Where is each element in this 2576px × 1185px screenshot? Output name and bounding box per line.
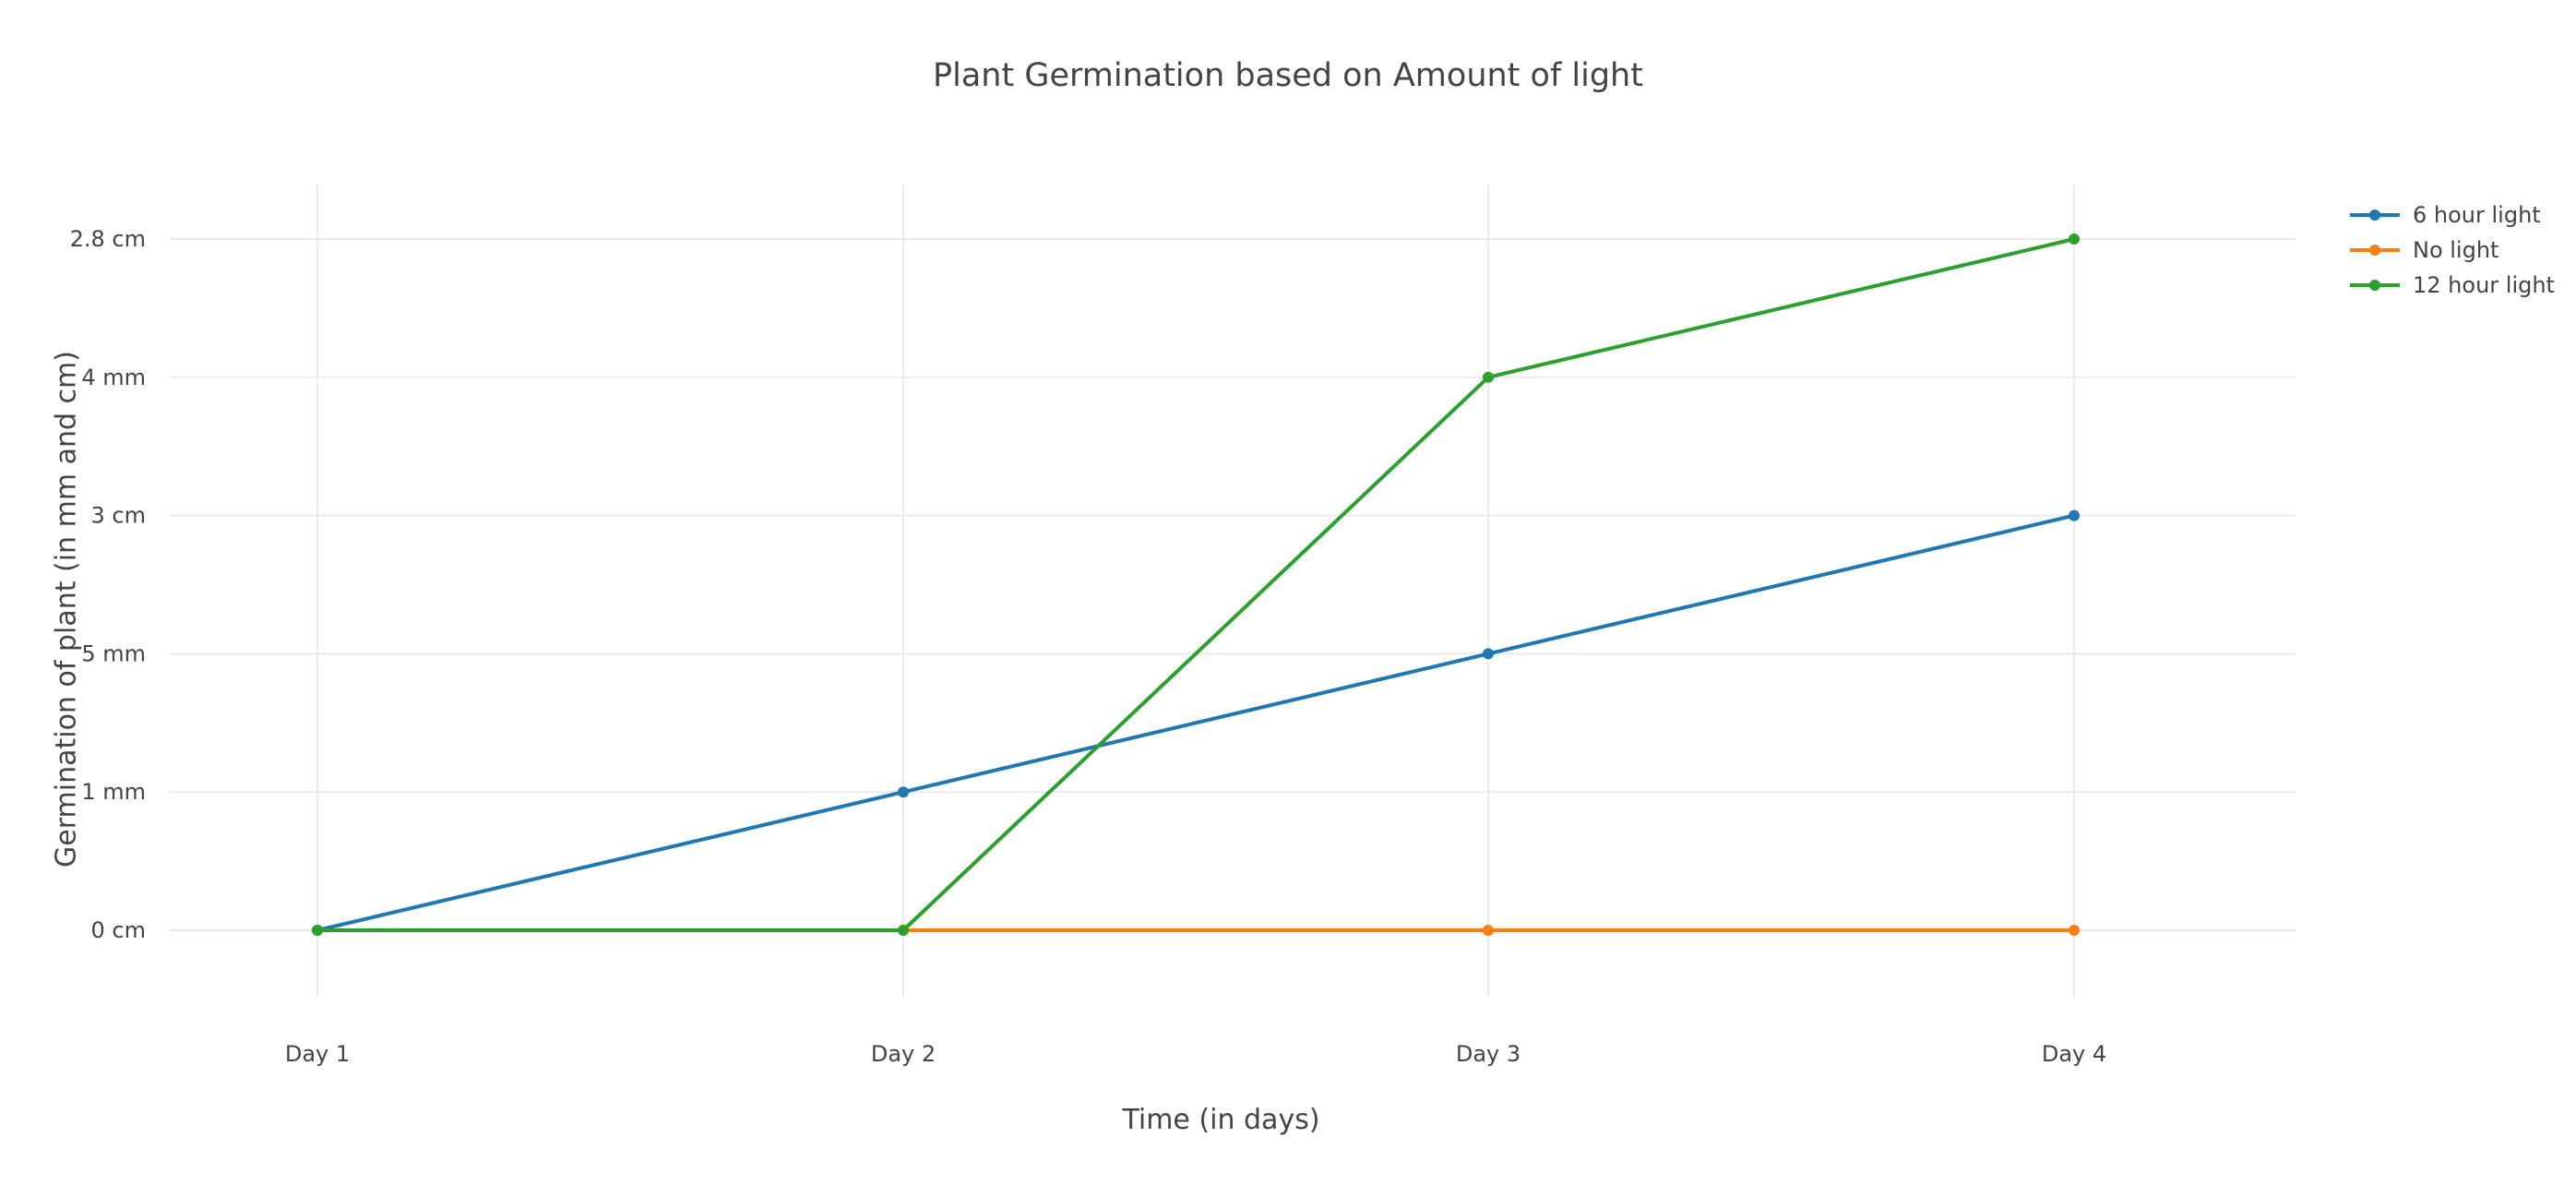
data-point-12-hour-light: [1483, 371, 1494, 383]
legend-item[interactable]: No light: [2348, 233, 2555, 268]
y-tick-label: 5 mm: [81, 640, 146, 666]
legend-item[interactable]: 6 hour light: [2348, 198, 2555, 233]
legend: 6 hour light No light 12 hour light: [2348, 198, 2555, 303]
series-line-6-hour-light: [316, 513, 2075, 932]
chart-title: Plant Germination based on Amount of lig…: [933, 57, 1643, 94]
data-point-12-hour-light: [898, 925, 909, 936]
x-axis-title: Time (in days): [1122, 1104, 1320, 1136]
legend-line-marker-icon: [2350, 245, 2400, 256]
y-tick-label: 0 cm: [91, 917, 146, 943]
legend-label: No light: [2413, 237, 2499, 263]
data-point-6-hour-light: [898, 786, 909, 798]
x-tick-label: Day 3: [1456, 1041, 1521, 1067]
y-tick-label: 1 mm: [81, 779, 146, 805]
y-axis-title: Germination of plant (in mm and cm): [50, 351, 83, 868]
legend-label: 12 hour light: [2413, 272, 2555, 298]
data-point-12-hour-light: [312, 925, 323, 936]
series-line-12-hour-light: [317, 237, 2075, 932]
data-point-6-hour-light: [1483, 648, 1494, 660]
legend-line-marker-icon: [2350, 280, 2400, 291]
legend-label: 6 hour light: [2413, 202, 2541, 228]
x-tick-label: Day 4: [2042, 1041, 2106, 1067]
legend-line-marker-icon: [2350, 209, 2400, 221]
y-tick-label: 2.8 cm: [70, 226, 146, 252]
x-tick-label: Day 1: [285, 1041, 350, 1067]
data-point-no-light: [2069, 925, 2080, 936]
x-tick-label: Day 2: [871, 1041, 936, 1067]
data-point-12-hour-light: [2069, 233, 2080, 245]
y-tick-label: 3 cm: [91, 503, 146, 529]
legend-item[interactable]: 12 hour light: [2348, 268, 2555, 303]
data-point-6-hour-light: [2069, 509, 2080, 521]
y-tick-label: 4 mm: [81, 365, 146, 390]
data-point-no-light: [1483, 925, 1494, 936]
